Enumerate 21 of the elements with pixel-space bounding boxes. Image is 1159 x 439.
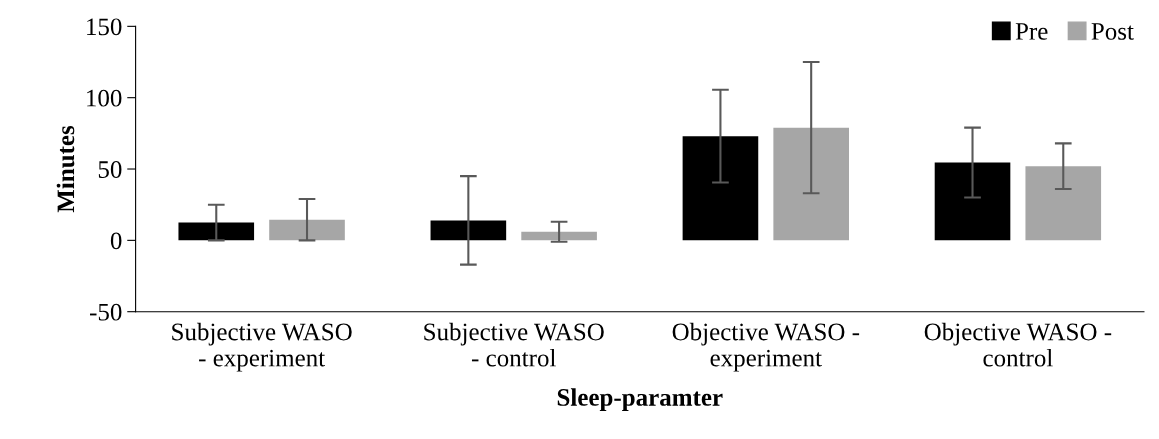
y-axis-title: Minutes [56,125,75,213]
y-tick-label: 50 [98,161,122,178]
x-tick-label: Objective WASO - control [924,322,1112,367]
bar [773,127,849,241]
x-tick-label: Objective WASO - experiment [672,322,860,372]
legend-label: Pre [1015,23,1048,40]
y-tick-label: 150 [87,18,122,36]
y-tick-label: 100 [87,89,122,107]
bar [430,220,507,241]
bar [934,162,1011,241]
y-tick-label: -50 [90,303,122,321]
x-tick-label: Subjective WASO - experiment [172,322,352,372]
y-tick-label: 0 [110,232,122,250]
bar [682,136,759,241]
bar [269,219,345,241]
bar [521,231,597,241]
x-tick-label: Subjective WASO - control [424,322,604,367]
bar [1025,166,1102,241]
bar [178,222,255,241]
x-axis-title: Sleep-paramter [557,388,723,411]
legend-label: Post [1091,23,1134,40]
